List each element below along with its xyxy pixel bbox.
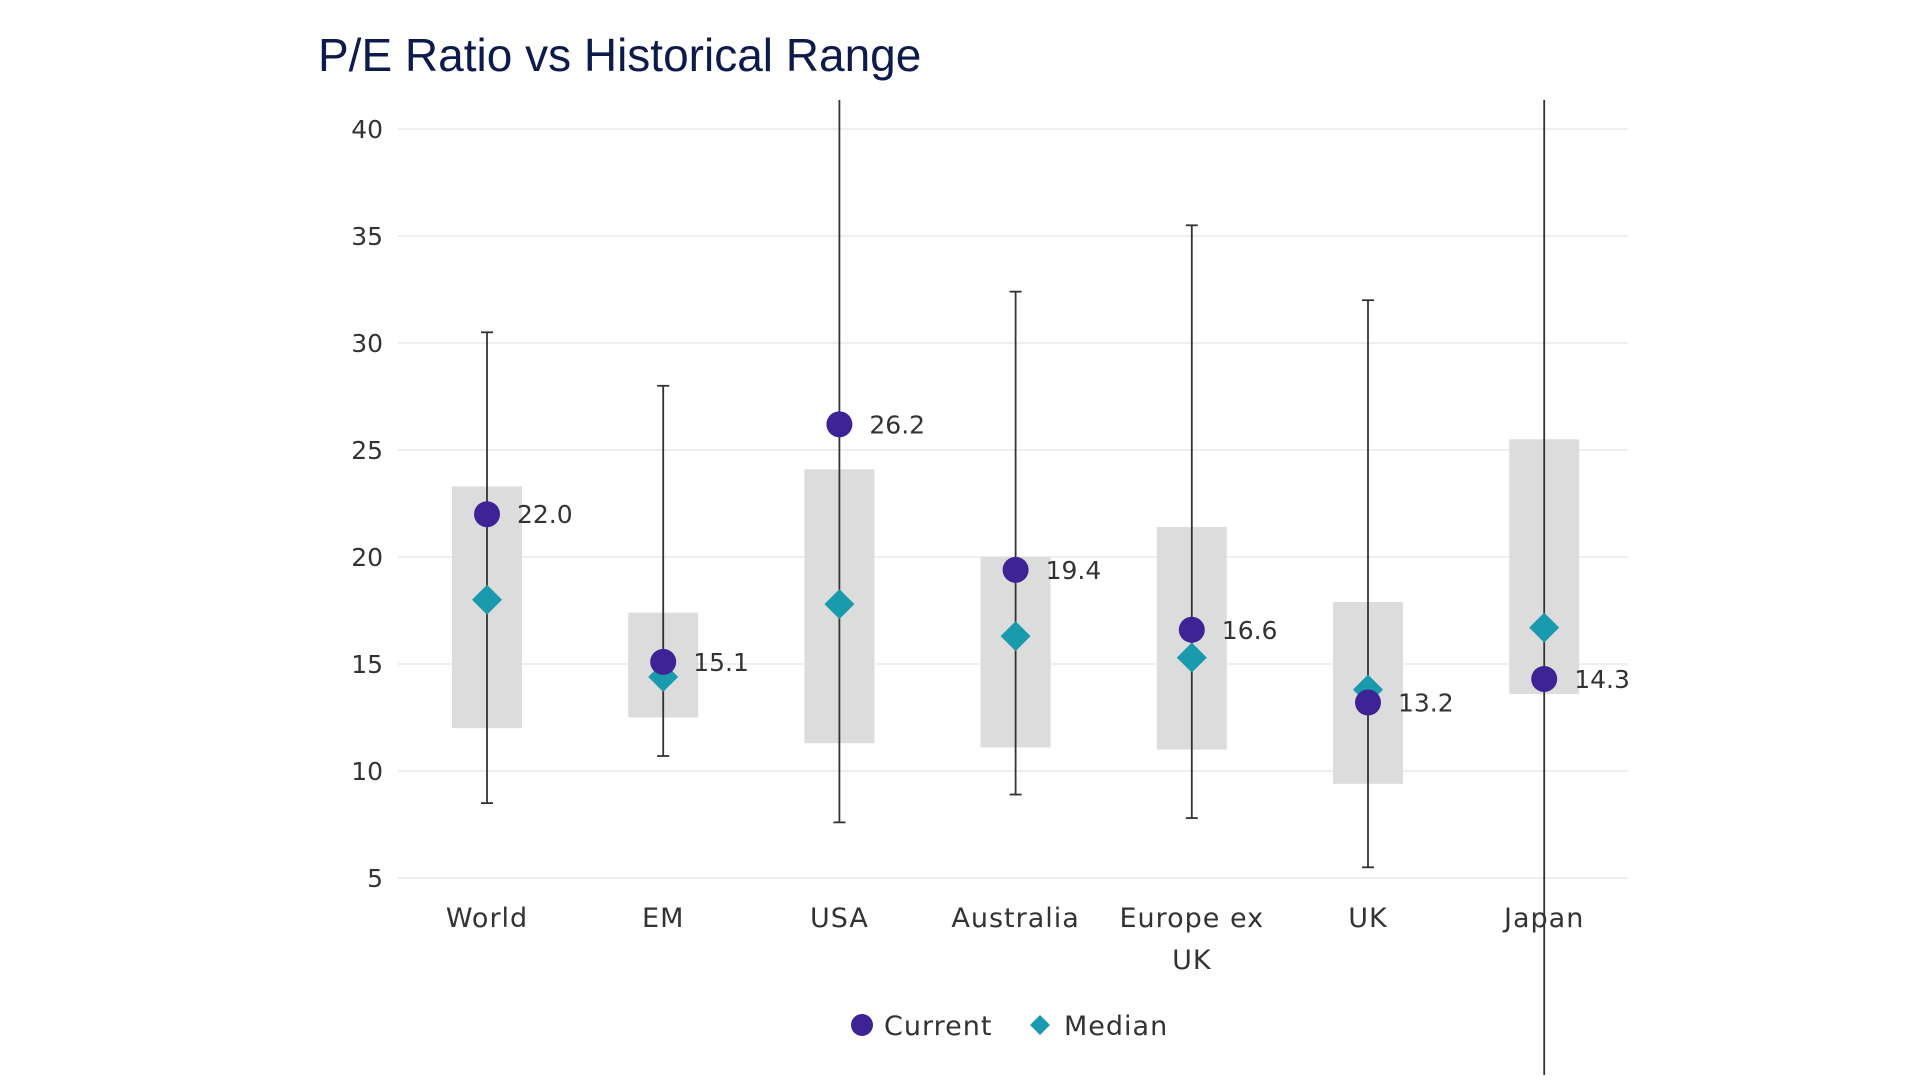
- category-label-europe-ex-uk: Europe ex: [1119, 903, 1264, 934]
- y-tick-label-20: 20: [351, 543, 383, 572]
- current-marker-usa: [826, 411, 853, 438]
- y-tick-label-30: 30: [351, 329, 383, 358]
- category-label-australia: Australia: [951, 903, 1079, 934]
- y-tick-label-15: 15: [351, 650, 383, 679]
- category-label-japan: Japan: [1502, 903, 1584, 934]
- category-label-europe-ex-uk-line-2: UK: [1172, 945, 1212, 976]
- current-value-label-usa: 26.2: [869, 410, 925, 439]
- legend: Current Median: [851, 1011, 1168, 1042]
- legend-median-icon: [1030, 1015, 1050, 1035]
- current-marker-em: [650, 648, 677, 675]
- category-label-uk: UK: [1348, 903, 1388, 934]
- current-value-label-europe-ex-uk: 16.6: [1222, 616, 1278, 645]
- grid-lines: [398, 128, 1628, 879]
- legend-current-label: Current: [884, 1011, 992, 1042]
- median-marker-japan: [1529, 612, 1560, 643]
- y-tick-label-10: 10: [351, 757, 383, 786]
- median-marker-usa: [824, 589, 855, 620]
- current-marker-europe-ex-uk: [1178, 616, 1205, 643]
- category-label-world: World: [446, 903, 528, 934]
- y-tick-label-5: 5: [367, 864, 383, 893]
- current-value-label-world: 22.0: [517, 500, 573, 529]
- y-axis-ticks: 5 10 15 20 25 30 35 40: [351, 115, 383, 893]
- current-marker-australia: [1002, 556, 1029, 583]
- legend-current-icon: [851, 1014, 873, 1036]
- chart-title: P/E Ratio vs Historical Range: [318, 29, 922, 81]
- y-tick-label-40: 40: [351, 115, 383, 144]
- current-value-label-australia: 19.4: [1046, 556, 1102, 585]
- current-markers: [474, 411, 1558, 716]
- current-marker-uk: [1355, 689, 1381, 716]
- current-value-label-japan: 14.3: [1574, 665, 1630, 694]
- legend-median-label: Median: [1064, 1011, 1168, 1042]
- category-labels: World EM USA Australia Europe ex UK UK Japan: [446, 903, 1584, 976]
- median-marker-world: [472, 584, 502, 615]
- current-marker-japan: [1531, 665, 1558, 692]
- y-tick-label-35: 35: [351, 222, 383, 251]
- category-label-usa: USA: [810, 903, 869, 934]
- current-value-labels: 22.0 15.1 26.2 19.4 16.6 13.2 14.3: [517, 410, 1630, 717]
- current-value-label-em: 15.1: [693, 648, 749, 677]
- current-marker-world: [474, 501, 500, 528]
- y-tick-label-25: 25: [351, 436, 383, 465]
- category-label-em: EM: [642, 903, 684, 934]
- current-value-label-uk: 13.2: [1398, 689, 1454, 718]
- median-marker-europe-ex-uk: [1176, 642, 1207, 673]
- median-marker-australia: [1000, 621, 1031, 652]
- range-whiskers: [481, 100, 1546, 1075]
